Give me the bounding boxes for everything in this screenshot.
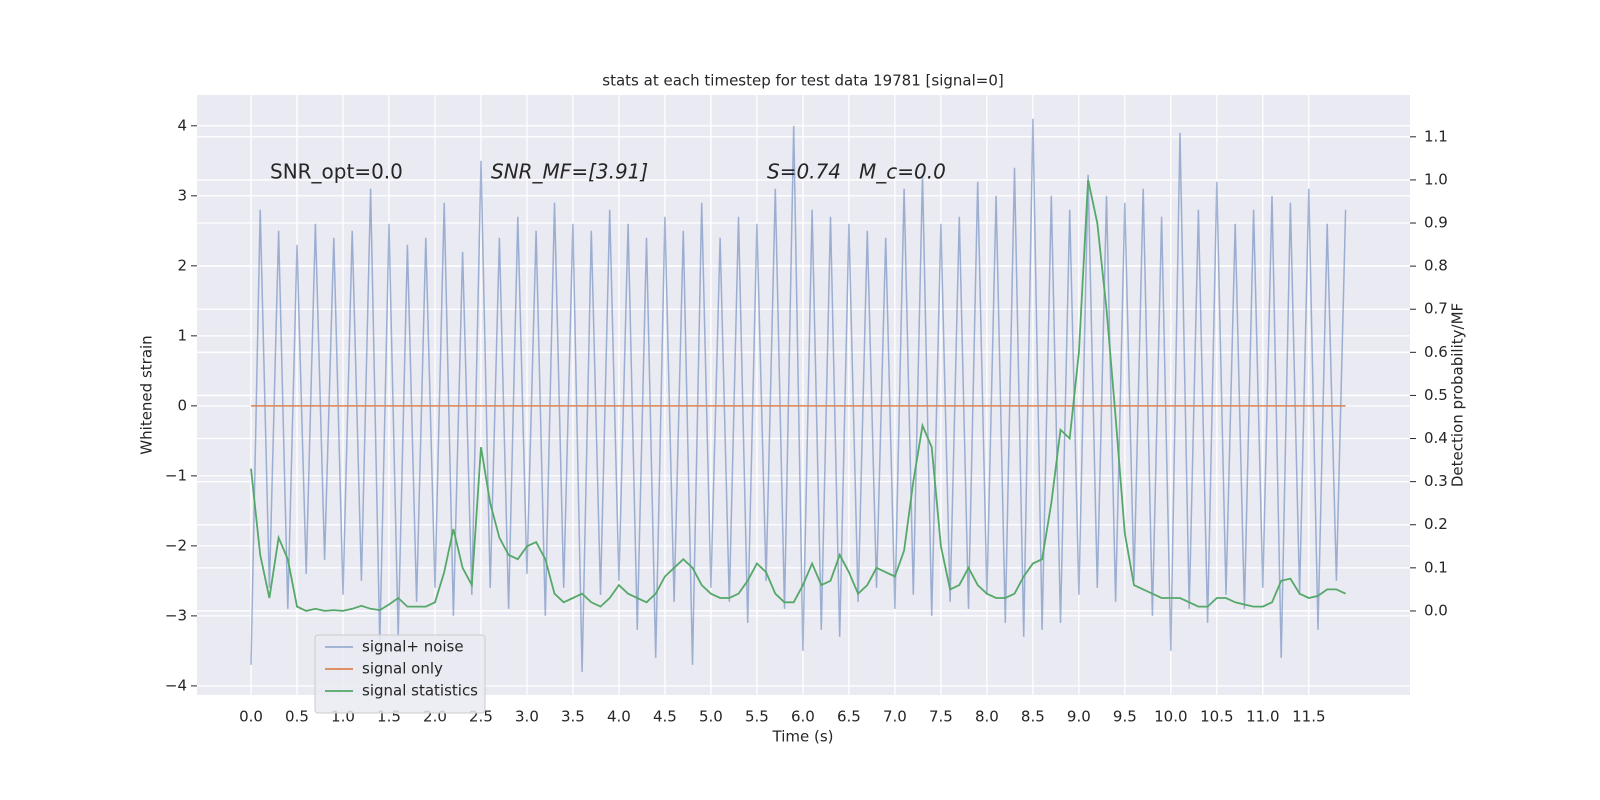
x-tick-label: 6.5 bbox=[837, 708, 861, 726]
data-line bbox=[250, 179, 1346, 612]
x-tick-label: 3.0 bbox=[515, 708, 539, 726]
x-axis-label: Time (s) bbox=[772, 728, 834, 746]
legend-label: signal+ noise bbox=[362, 638, 464, 656]
x-tick-label: 10.5 bbox=[1200, 708, 1233, 726]
x-tick-label: 9.5 bbox=[1113, 708, 1137, 726]
marks bbox=[250, 118, 1347, 672]
x-tick-label: 8.0 bbox=[975, 708, 999, 726]
annotation: SNR_opt=0.0 bbox=[270, 160, 403, 184]
y2-tick-label: 0.1 bbox=[1424, 558, 1448, 576]
x-tick-label: 9.0 bbox=[1067, 708, 1091, 726]
x-tick-label: 7.0 bbox=[883, 708, 907, 726]
x-tick-label: 11.5 bbox=[1292, 708, 1325, 726]
y-tick-label: −2 bbox=[165, 536, 187, 554]
y2-tick-label: 0.2 bbox=[1424, 515, 1448, 533]
x-tick-label: 11.0 bbox=[1246, 708, 1279, 726]
x-tick-label: 0.5 bbox=[285, 708, 309, 726]
y2-tick-label: 0.3 bbox=[1424, 472, 1448, 490]
x-tick-label: 7.5 bbox=[929, 708, 953, 726]
y2-tick-label: 0.4 bbox=[1424, 429, 1448, 447]
y-tick-label: 3 bbox=[177, 186, 187, 204]
y-tick-label: −4 bbox=[165, 676, 187, 694]
y-tick-label: 1 bbox=[177, 326, 187, 344]
y2-tick-label: 0.7 bbox=[1424, 300, 1448, 318]
chart-title: stats at each timestep for test data 197… bbox=[602, 72, 1003, 90]
y2-axis-label: Detection probability/MF bbox=[1449, 303, 1467, 487]
legend-box bbox=[314, 634, 486, 714]
y2-tick-label: 1.0 bbox=[1424, 170, 1448, 188]
y-axis-label: Whitened strain bbox=[138, 335, 156, 454]
annotation: S=0.74 bbox=[767, 160, 841, 184]
y2-tick-label: 0.5 bbox=[1424, 386, 1448, 404]
y-tick-label: 2 bbox=[177, 256, 187, 274]
y2-tick-label: 0.9 bbox=[1424, 214, 1448, 232]
annotation: SNR_MF=[3.91] bbox=[491, 160, 648, 184]
legend-label: signal statistics bbox=[362, 682, 478, 700]
annotation: M_c=0.0 bbox=[859, 160, 946, 184]
y-tick-label: 4 bbox=[177, 116, 187, 134]
y2-tick-label: 0.6 bbox=[1424, 343, 1448, 361]
x-tick-label: 4.5 bbox=[653, 708, 677, 726]
y-tick-label: −1 bbox=[165, 466, 187, 484]
y2-tick-label: 0.0 bbox=[1424, 601, 1448, 619]
y-tick-label: 0 bbox=[177, 396, 187, 414]
data-line bbox=[250, 118, 1347, 672]
x-tick-label: 10.0 bbox=[1154, 708, 1187, 726]
x-tick-label: 3.5 bbox=[561, 708, 585, 726]
x-tick-label: 6.0 bbox=[791, 708, 815, 726]
legend: signal+ noise signal only signal statistic… bbox=[314, 634, 486, 714]
y2-tick-label: 0.8 bbox=[1424, 257, 1448, 275]
x-tick-label: 5.0 bbox=[699, 708, 723, 726]
x-tick-label: 8.5 bbox=[1021, 708, 1045, 726]
x-tick-label: 4.0 bbox=[607, 708, 631, 726]
x-tick-label: 0.0 bbox=[239, 708, 263, 726]
legend-label: signal only bbox=[362, 660, 443, 678]
x-tick-label: 5.5 bbox=[745, 708, 769, 726]
y-tick-label: −3 bbox=[165, 606, 187, 624]
y2-tick-label: 1.1 bbox=[1424, 127, 1448, 145]
